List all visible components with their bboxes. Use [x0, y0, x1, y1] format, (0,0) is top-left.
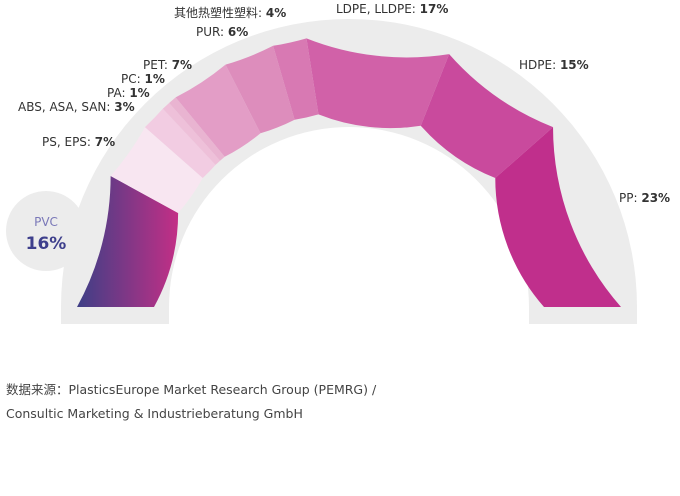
source-line-2: Consultic Marketing & Industrieberatung … — [6, 406, 303, 421]
slice-pa — [162, 102, 221, 165]
slice-other-thermoplastics — [273, 38, 319, 120]
label-abs-asa-san: ABS, ASA, SAN: 3% — [18, 100, 135, 114]
label-pp: PP: 23% — [619, 191, 670, 205]
slice-pc — [169, 97, 225, 161]
slice-abs-asa-san — [144, 108, 216, 179]
source-note: 数据来源：PlasticsEurope Market Research Grou… — [6, 378, 666, 426]
pvc-callout-value: 16% — [26, 234, 67, 254]
label-ldpe-lldpe: LDPE, LLDPE: 17% — [336, 2, 448, 16]
slice-pp — [495, 127, 621, 308]
pvc-callout-bubble — [6, 191, 86, 271]
source-line-1: 数据来源：PlasticsEurope Market Research Grou… — [6, 382, 377, 397]
slice-pur — [225, 45, 295, 134]
label-pur: PUR: 6% — [196, 25, 248, 39]
slice-ps-eps — [110, 127, 203, 214]
label-other-thermoplastics: 其他热塑性塑料: 4% — [174, 5, 286, 20]
label-hdpe: HDPE: 15% — [519, 58, 589, 72]
label-pet: PET: 7% — [143, 58, 192, 72]
label-pa: PA: 1% — [107, 86, 150, 100]
slice-pet — [175, 64, 261, 157]
label-ps-eps: PS, EPS: 7% — [42, 135, 115, 149]
plastics-share-gauge-chart: PVC 16% PS, EPS: 7% ABS, ASA, SAN: 3% PA… — [6, 2, 670, 324]
slice-hdpe — [420, 54, 554, 179]
gauge-slices — [77, 38, 621, 308]
slice-pvc — [77, 175, 179, 307]
pvc-callout-name: PVC — [34, 215, 58, 229]
label-pc: PC: 1% — [121, 72, 165, 86]
slice-ldpe-lldpe — [306, 38, 450, 129]
